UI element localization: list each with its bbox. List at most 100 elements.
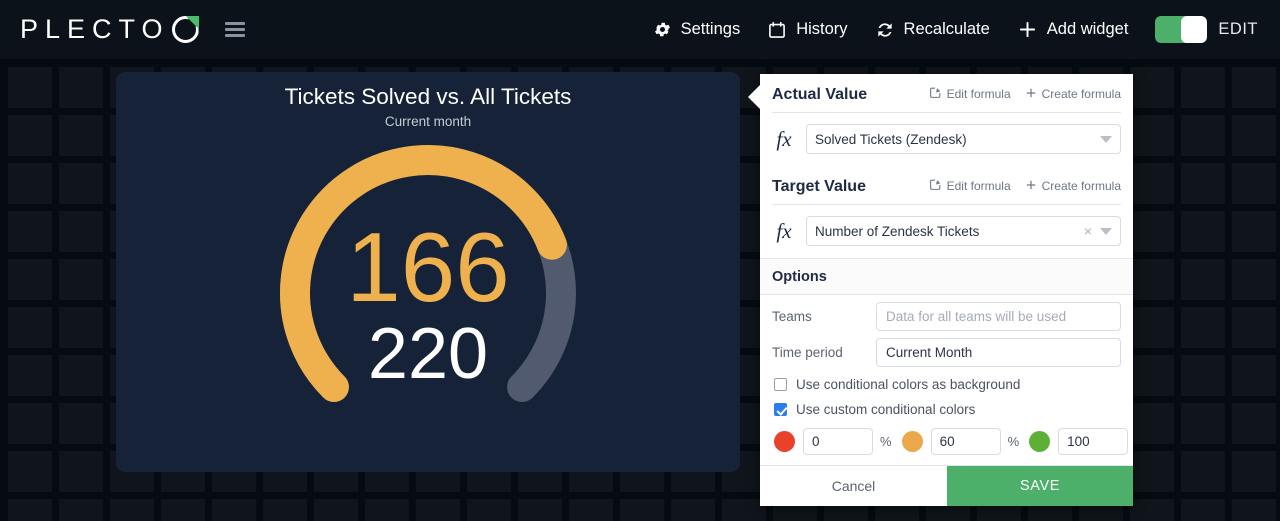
nav-history-button[interactable]: History — [767, 20, 848, 40]
grid-cell — [1181, 115, 1225, 156]
pencil-square-icon — [929, 86, 942, 102]
grid-cell — [1130, 259, 1174, 300]
grid-cell — [1130, 163, 1174, 204]
color-swatch[interactable] — [1029, 431, 1051, 452]
gauge-widget[interactable]: Tickets Solved vs. All Tickets Current m… — [116, 72, 740, 472]
custom-colors-checkbox[interactable] — [774, 403, 787, 416]
grid-cell — [59, 451, 103, 492]
plus-icon — [1025, 179, 1037, 194]
target-create-formula-label: Create formula — [1041, 179, 1121, 193]
plecto-logo[interactable]: PLECTO — [20, 0, 199, 59]
conditional-background-checkbox[interactable] — [774, 378, 787, 391]
widget-settings-panel: Actual Value Edit formula — [760, 74, 1133, 506]
grid-cell — [8, 211, 52, 252]
threshold-input[interactable]: 60 — [930, 428, 1001, 455]
widget-title: Tickets Solved vs. All Tickets — [284, 84, 572, 109]
logo-ring-icon — [171, 16, 199, 43]
teams-row: Teams Data for all teams will be used — [760, 295, 1133, 331]
grid-cell — [365, 499, 409, 521]
grid-cell — [59, 163, 103, 204]
grid-cell — [59, 259, 103, 300]
edit-mode-toggle[interactable] — [1155, 16, 1208, 43]
grid-cell — [110, 499, 154, 521]
panel-body: Actual Value Edit formula — [760, 74, 1133, 465]
target-value-field-row: fx Number of Zendesk Tickets × — [760, 205, 1133, 258]
threshold-input[interactable]: 100 — [1058, 428, 1129, 455]
hamburger-icon[interactable] — [224, 22, 245, 37]
plus-icon — [1017, 19, 1038, 40]
actual-value-actions: Edit formula Create formula — [929, 86, 1121, 102]
nav-settings-label: Settings — [680, 20, 741, 38]
grid-cell — [1232, 67, 1276, 108]
grid-cell — [1181, 499, 1225, 521]
grid-cell — [161, 499, 205, 521]
target-edit-formula-label: Edit formula — [946, 179, 1011, 193]
panel-footer: Cancel SAVE — [760, 465, 1133, 506]
conditional-color-group: 0% — [774, 428, 902, 455]
actual-value-select[interactable]: Solved Tickets (Zendesk) — [806, 124, 1121, 154]
nav-recalculate-button[interactable]: Recalculate — [875, 20, 990, 40]
teams-input[interactable]: Data for all teams will be used — [876, 302, 1121, 331]
grid-cell — [1130, 67, 1174, 108]
target-edit-formula-button[interactable]: Edit formula — [929, 178, 1011, 194]
grid-cell — [8, 67, 52, 108]
percent-sign: % — [1007, 434, 1020, 449]
grid-cell — [1181, 259, 1225, 300]
save-button[interactable]: SAVE — [947, 466, 1133, 506]
grid-cell — [212, 499, 256, 521]
conditional-background-row: Use conditional colors as background — [760, 367, 1133, 392]
conditional-colors-row: 0% 60% 100% — [760, 417, 1133, 455]
target-divider — [772, 204, 1121, 205]
grid-cell — [1181, 211, 1225, 252]
actual-create-formula-button[interactable]: Create formula — [1025, 87, 1121, 102]
grid-cell — [1232, 115, 1276, 156]
color-swatch[interactable] — [901, 431, 923, 452]
color-swatch[interactable] — [774, 431, 795, 452]
nav-add-widget-button[interactable]: Add widget — [1017, 19, 1129, 40]
grid-cell — [8, 307, 52, 348]
grid-cell — [8, 499, 52, 521]
grid-cell — [8, 163, 52, 204]
cancel-button[interactable]: Cancel — [760, 466, 947, 506]
grid-cell — [1130, 355, 1174, 396]
toggle-knob — [1181, 16, 1208, 43]
gauge-actual-value: 166 — [346, 212, 510, 322]
refresh-icon — [875, 20, 895, 40]
time-period-input[interactable]: Current Month — [876, 338, 1121, 367]
top-navigation-bar: PLECTO Settings — [0, 0, 1280, 59]
grid-cell — [1232, 451, 1276, 492]
time-period-row: Time period Current Month — [760, 331, 1133, 367]
top-nav-actions: Settings History Recal — [653, 16, 1258, 43]
target-value-select[interactable]: Number of Zendesk Tickets × — [806, 216, 1121, 246]
plus-icon — [1025, 87, 1037, 102]
calendar-icon — [767, 20, 787, 40]
gauge-svg — [280, 145, 576, 403]
custom-colors-row: Use custom conditional colors — [760, 392, 1133, 417]
clear-selection-icon[interactable]: × — [1083, 223, 1092, 239]
gauge-target-value: 220 — [367, 314, 489, 395]
threshold-input[interactable]: 0 — [803, 428, 873, 455]
nav-settings-button[interactable]: Settings — [653, 20, 741, 39]
grid-cell — [1181, 307, 1225, 348]
grid-cell — [8, 259, 52, 300]
gauge-value-arc — [280, 145, 567, 403]
teams-label: Teams — [772, 309, 812, 324]
percent-sign: % — [880, 434, 892, 449]
grid-cell — [620, 499, 664, 521]
target-create-formula-button[interactable]: Create formula — [1025, 179, 1121, 194]
grid-cell — [59, 67, 103, 108]
actual-edit-formula-button[interactable]: Edit formula — [929, 86, 1011, 102]
grid-cell — [1232, 403, 1276, 444]
grid-cell — [1130, 115, 1174, 156]
grid-cell — [1130, 451, 1174, 492]
custom-colors-label: Use custom conditional colors — [796, 402, 976, 417]
target-value-section-header: Target Value Edit formula — [760, 166, 1133, 204]
actual-edit-formula-label: Edit formula — [946, 87, 1011, 101]
actual-value-section-header: Actual Value Edit formula — [760, 74, 1133, 112]
gauge-chart: 166 220 — [243, 133, 613, 433]
grid-cell — [8, 451, 52, 492]
actual-value-title: Actual Value — [772, 86, 868, 103]
nav-add-widget-label: Add widget — [1046, 20, 1129, 38]
formula-fx-icon: fx — [776, 218, 792, 243]
